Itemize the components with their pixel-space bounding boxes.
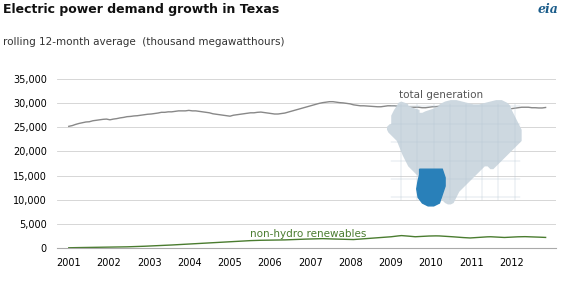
Text: non-hydro renewables: non-hydro renewables [250,229,366,239]
Text: total generation: total generation [399,90,483,100]
Text: eia: eia [538,3,558,16]
Text: Electric power demand growth in Texas: Electric power demand growth in Texas [3,3,279,16]
Text: rolling 12-month average  (thousand megawatthours): rolling 12-month average (thousand megaw… [3,37,284,47]
Polygon shape [417,169,445,206]
Polygon shape [387,100,522,204]
